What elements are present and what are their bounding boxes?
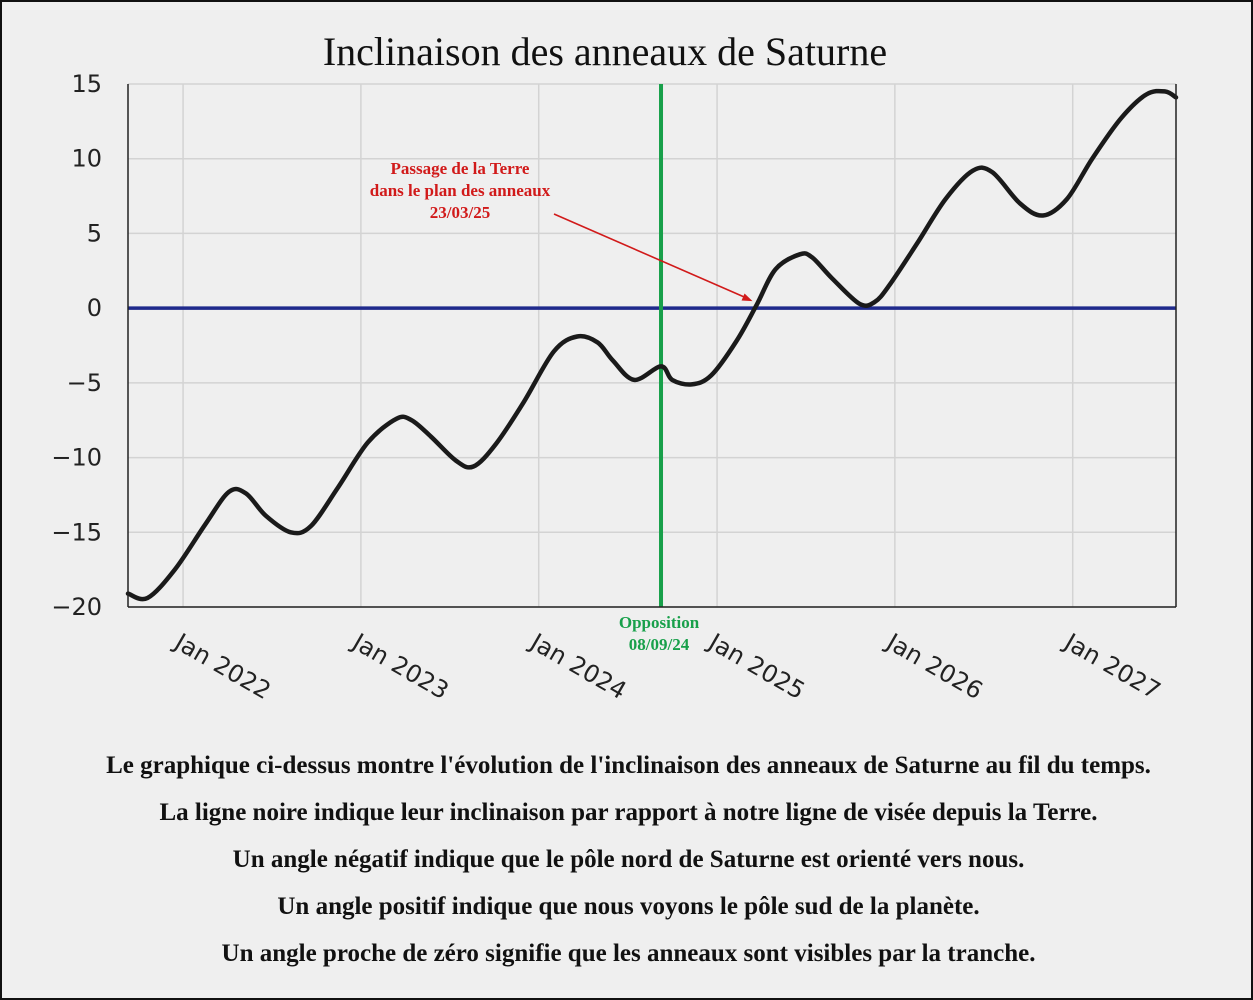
crossing-annotation-line: Passage de la Terre — [391, 159, 530, 178]
x-tick-label: Jan 2025 — [702, 627, 809, 705]
crossing-arrowhead — [741, 293, 753, 302]
caption: Le graphique ci-dessus montre l'évolutio… — [2, 742, 1253, 977]
caption-line: Un angle proche de zéro signifie que les… — [221, 940, 1036, 967]
y-tick-label: 15 — [71, 70, 102, 98]
plot-area — [128, 84, 1176, 607]
y-tick-label: −5 — [67, 369, 102, 397]
y-tick-label: −20 — [51, 593, 102, 621]
crossing-annotation-line: 23/03/25 — [430, 203, 490, 222]
y-tick-labels: 15 10 5 0 −5 −10 −15 −20 — [51, 70, 102, 621]
x-tick-label: Jan 2027 — [1058, 627, 1165, 705]
caption-line: Un angle positif indique que nous voyons… — [277, 893, 980, 920]
chart-title: Inclinaison des anneaux de Saturne — [323, 29, 887, 74]
x-tick-label: Jan 2023 — [346, 627, 453, 705]
caption-line: Le graphique ci-dessus montre l'évolutio… — [106, 752, 1151, 779]
crossing-arrow — [553, 213, 745, 298]
axes — [127, 84, 1177, 608]
opposition-annotation-line: Opposition — [619, 613, 700, 632]
inclination-line — [125, 88, 1179, 602]
crossing-annotation-line: dans le plan des anneaux — [370, 181, 551, 200]
inclination-series — [125, 88, 1179, 602]
y-tick-label: 5 — [87, 219, 102, 247]
x-tick-label: Jan 2026 — [880, 627, 987, 705]
x-tick-label: Jan 2024 — [524, 627, 631, 705]
annotations: Passage de la Terre dans le plan des anne… — [370, 159, 753, 654]
y-tick-label: 0 — [87, 294, 102, 322]
x-tick-label: Jan 2022 — [168, 627, 275, 705]
y-tick-label: −15 — [51, 518, 102, 546]
opposition-annotation-line: 08/09/24 — [629, 635, 690, 654]
caption-line: La ligne noire indique leur inclinaison … — [159, 799, 1098, 826]
caption-line: Un angle négatif indique que le pôle nor… — [232, 846, 1025, 873]
y-tick-label: −10 — [51, 444, 102, 472]
y-tick-label: 10 — [71, 145, 102, 173]
chart: 15 10 5 0 −5 −10 −15 −20 Jan 2022 Jan 2023 Jan 20… — [51, 29, 1179, 705]
